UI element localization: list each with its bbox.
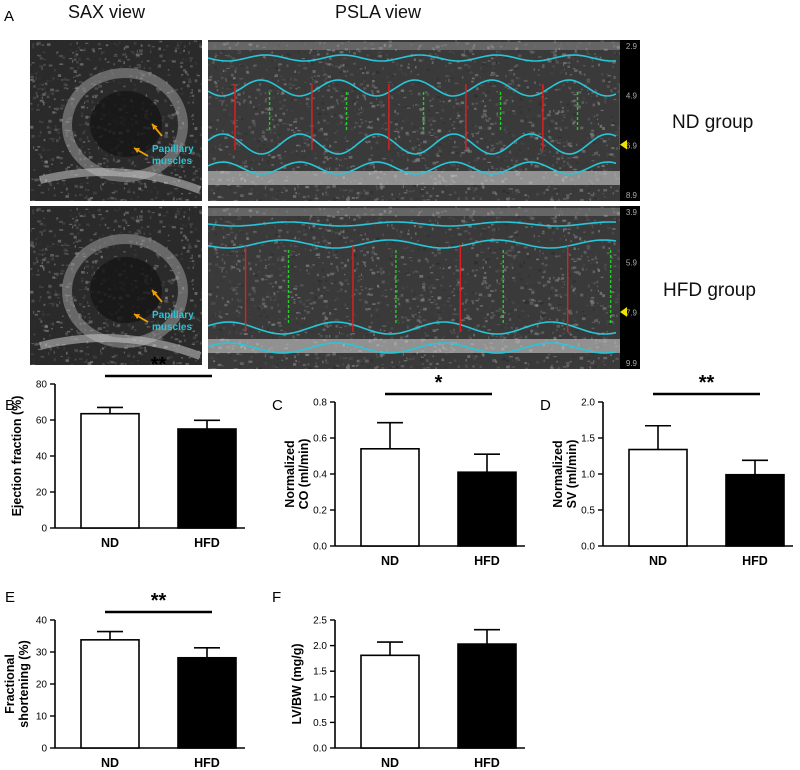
panel-letter-a: A — [4, 8, 15, 25]
y-axis-label: NormalizedSV (ml/min) — [551, 440, 579, 509]
bar-hfd — [457, 471, 517, 547]
hfd-group-label: HFD group — [663, 280, 756, 301]
bar-hfd — [725, 473, 785, 547]
lv-wall — [62, 234, 188, 348]
x-tick-label: HFD — [742, 554, 768, 568]
depth-scale-label: 2.9 — [626, 42, 638, 51]
y-tick-label: 0 — [41, 744, 47, 755]
y-tick-label: 40 — [36, 616, 48, 627]
depth-scale-label: 9.9 — [626, 359, 638, 368]
y-tick-label: 0.5 — [313, 718, 327, 729]
wall-trace — [208, 221, 617, 227]
x-tick-label: HFD — [474, 554, 500, 568]
focus-marker-icon — [620, 139, 627, 150]
chart-ejection-fraction: B 0 20 40 60 80 Ejection fraction (%) ND HFD ** — [0, 354, 260, 570]
significance-marker: ** — [699, 372, 715, 394]
panel-letter: D — [540, 397, 551, 414]
y-axis-label: NormalizedCO (ml/min) — [283, 439, 311, 510]
chart-lv-bw: F 0.0 0.5 1.0 1.5 2.0 2.5 LV/BW (mg/g) ND HFD — [265, 575, 530, 770]
wall-trace — [208, 342, 617, 354]
wall-trace — [208, 321, 617, 335]
y-tick-label: 0.8 — [313, 398, 327, 409]
panel-letter: B — [5, 397, 15, 414]
x-tick-label: HFD — [194, 536, 220, 550]
depth-scale-label: 4.9 — [626, 92, 638, 101]
depth-scale-label: 5.9 — [626, 258, 638, 267]
panel-letter: C — [272, 397, 283, 414]
psla-mmode-nd: 2.9 4.9 6.9 8.9 — [208, 40, 640, 201]
y-tick-label: 0.5 — [581, 506, 595, 517]
chart-fractional-shortening: E 0 10 20 30 40 Fractionalshortening (%) ND HFD *… — [0, 575, 260, 770]
wall-trace — [208, 239, 617, 249]
x-tick-label: ND — [381, 554, 399, 568]
bar-nd — [80, 412, 140, 529]
sax-view-title: SAX view — [68, 2, 146, 22]
x-tick-label: ND — [649, 554, 667, 568]
psla-view-title: PSLA view — [335, 2, 422, 22]
y-tick-label: 20 — [36, 488, 48, 499]
y-tick-label: 1.5 — [313, 667, 327, 678]
psla-mmode-hfd: 3.9 5.9 7.9 9.9 — [208, 206, 640, 369]
bar-nd — [80, 639, 140, 749]
y-tick-label: 20 — [36, 680, 48, 691]
significance-marker: ** — [151, 590, 167, 612]
papillary-muscles-label: Papillary muscles — [152, 310, 194, 333]
y-tick-label: 0.0 — [581, 542, 595, 553]
bar-hfd — [177, 428, 237, 529]
nd-group-label: ND group — [672, 112, 754, 133]
wall-trace — [208, 161, 617, 175]
y-tick-label: 40 — [36, 452, 48, 463]
chart-normalized-co: C 0.0 0.2 0.4 0.6 0.8 NormalizedCO (ml/min) ND H… — [265, 372, 530, 570]
y-tick-label: 2.0 — [313, 641, 327, 652]
significance-marker: * — [435, 372, 443, 394]
panel-letter: F — [272, 589, 281, 606]
x-tick-label: ND — [101, 756, 119, 770]
bar-nd — [628, 448, 688, 547]
significance-marker: ** — [151, 354, 167, 376]
wall-trace — [208, 133, 617, 155]
y-tick-label: 1.0 — [581, 470, 595, 481]
lv-wall — [62, 68, 188, 182]
depth-scale-label: 6.9 — [626, 141, 638, 150]
bar-nd — [360, 447, 420, 547]
y-tick-label: 0.2 — [313, 506, 327, 517]
bar-hfd — [457, 643, 517, 749]
y-axis-label: LV/BW (mg/g) — [290, 644, 304, 725]
y-tick-label: 10 — [36, 712, 48, 723]
y-axis-label: Fractionalshortening (%) — [3, 640, 31, 728]
sax-image-nd: Papillary muscles — [30, 40, 202, 201]
depth-scale-label: 8.9 — [626, 191, 638, 200]
y-tick-label: 0.4 — [313, 470, 327, 481]
y-tick-label: 30 — [36, 648, 48, 659]
y-tick-label: 2.0 — [581, 398, 595, 409]
x-tick-label: HFD — [474, 756, 500, 770]
wall-trace — [208, 54, 617, 62]
depth-scale-label: 3.9 — [626, 208, 638, 217]
y-tick-label: 0.6 — [313, 434, 327, 445]
y-tick-label: 0.0 — [313, 744, 327, 755]
focus-marker-icon — [620, 307, 627, 317]
y-tick-label: 0.0 — [313, 542, 327, 553]
y-tick-label: 80 — [36, 380, 48, 391]
x-tick-label: ND — [101, 536, 119, 550]
sax-image-hfd: Papillary muscles — [30, 206, 202, 365]
panel-letter: E — [5, 589, 15, 606]
bar-nd — [360, 654, 420, 749]
papillary-muscles-label: Papillary muscles — [152, 144, 194, 167]
y-tick-label: 1.5 — [581, 434, 595, 445]
x-tick-label: ND — [381, 756, 399, 770]
y-tick-label: 1.0 — [313, 692, 327, 703]
chart-normalized-sv: D 0.0 0.5 1.0 1.5 2.0 NormalizedSV (ml/min) ND H… — [535, 372, 800, 570]
y-tick-label: 2.5 — [313, 616, 327, 627]
x-tick-label: HFD — [194, 756, 220, 770]
depth-scale-label: 7.9 — [626, 309, 638, 318]
bar-hfd — [177, 656, 237, 749]
wall-trace — [208, 79, 617, 97]
y-tick-label: 60 — [36, 416, 48, 427]
y-tick-label: 0 — [41, 524, 47, 535]
y-axis-label: Ejection fraction (%) — [10, 396, 24, 517]
